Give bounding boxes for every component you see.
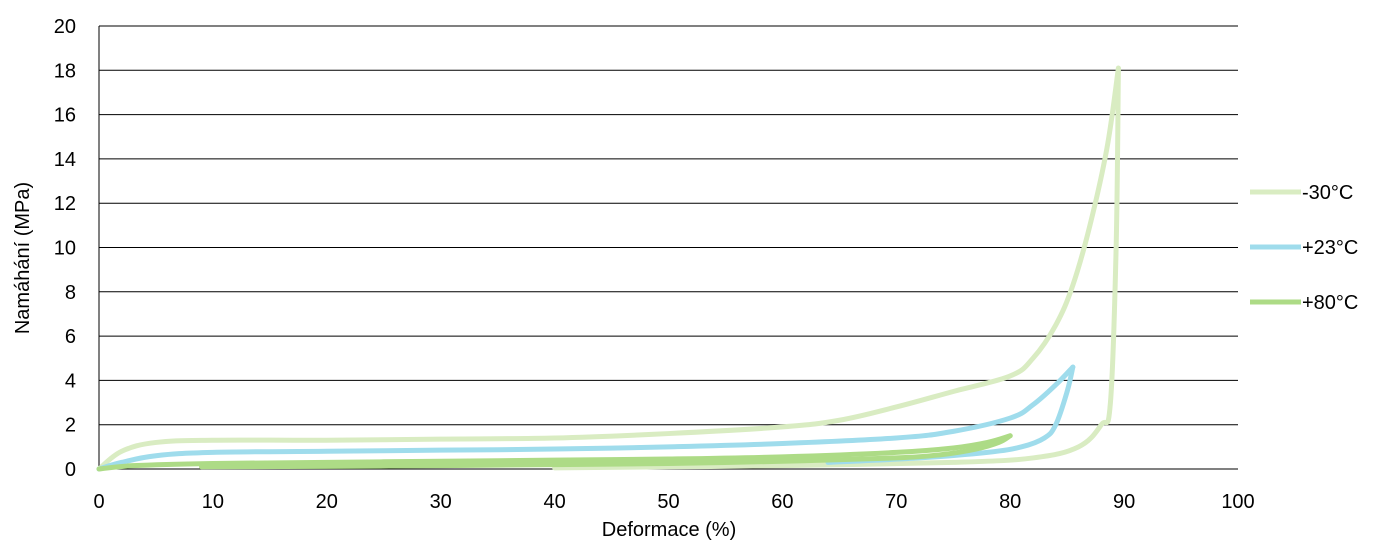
series-23C-loading-line — [96, 364, 1076, 472]
x-tick-label: 70 — [885, 491, 907, 513]
legend: -30°C +23°C +80°C — [1250, 182, 1358, 314]
series-lines — [96, 65, 1121, 472]
y-tick-label: 20 — [54, 16, 76, 38]
x-tick-label: 60 — [771, 491, 793, 513]
x-tick-label: 40 — [543, 491, 565, 513]
series-80C-loading-line — [96, 433, 1013, 472]
y-tick-label: 14 — [54, 149, 76, 171]
x-tick-label: 50 — [657, 491, 679, 513]
x-tick-label: 100 — [1221, 491, 1254, 513]
y-tick-label: 18 — [54, 60, 76, 82]
x-tick-label: 30 — [430, 491, 452, 513]
y-tick-label: 0 — [65, 459, 76, 481]
x-tick-label: 80 — [999, 491, 1021, 513]
y-axis-ticks: 0 2 4 6 8 10 12 14 16 18 20 — [54, 16, 76, 481]
y-tick-label: 16 — [54, 105, 76, 127]
legend-label-23C: +23°C — [1302, 237, 1358, 259]
x-tick-label: 0 — [93, 491, 104, 513]
y-tick-label: 2 — [65, 415, 76, 437]
series-30C-unloading-line — [552, 65, 1121, 471]
x-tick-label: 10 — [202, 491, 224, 513]
y-tick-label: 12 — [54, 193, 76, 215]
y-tick-label: 4 — [65, 370, 76, 392]
x-axis-title: Deformace (%) — [602, 519, 736, 541]
legend-label-80C: +80°C — [1302, 292, 1358, 314]
y-tick-label: 6 — [65, 326, 76, 348]
legend-label-30C: -30°C — [1302, 182, 1353, 204]
y-tick-label: 10 — [54, 238, 76, 260]
series-80C-unloading-line — [199, 433, 1013, 470]
y-tick-label: 8 — [65, 282, 76, 304]
series-30C-loading-line — [96, 65, 1121, 472]
y-axis-title: Namáhání (MPa) — [12, 182, 34, 334]
x-tick-label: 20 — [316, 491, 338, 513]
gridlines — [98, 25, 1238, 470]
x-axis-ticks: 0 10 20 30 40 50 60 70 80 90 100 — [93, 491, 1254, 513]
x-tick-label: 90 — [1113, 491, 1135, 513]
